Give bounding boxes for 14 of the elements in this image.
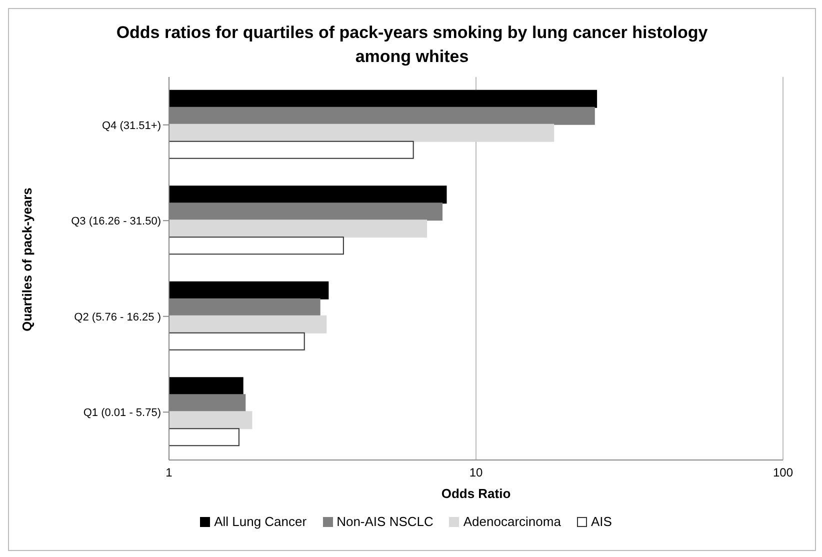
y-axis-title: Quartiles of pack-years: [20, 187, 35, 331]
x-axis-title: Odds Ratio: [441, 486, 511, 501]
legend-label: Non-AIS NSCLC: [336, 514, 434, 529]
y-tick-label: Q2 (5.76 - 16.25 ): [74, 311, 161, 324]
x-tick-label: 1: [166, 466, 173, 480]
legend-label: All Lung Cancer: [214, 514, 307, 529]
y-tick-label: Q4 (31.51+): [102, 120, 161, 132]
x-tick-label: 10: [469, 466, 483, 480]
y-tick-label: Q1 (0.01 - 5.75): [83, 407, 161, 420]
legend-label: Adenocarcinoma: [463, 514, 561, 529]
chart-title: Odds ratios for quartiles of pack-years smoking by lung cancer histology among whites: [115, 22, 709, 68]
legend-label: AIS: [590, 514, 612, 529]
y-tick-label: Q3 (16.26 - 31.50): [71, 216, 161, 228]
x-tick-label: 100: [772, 466, 794, 480]
